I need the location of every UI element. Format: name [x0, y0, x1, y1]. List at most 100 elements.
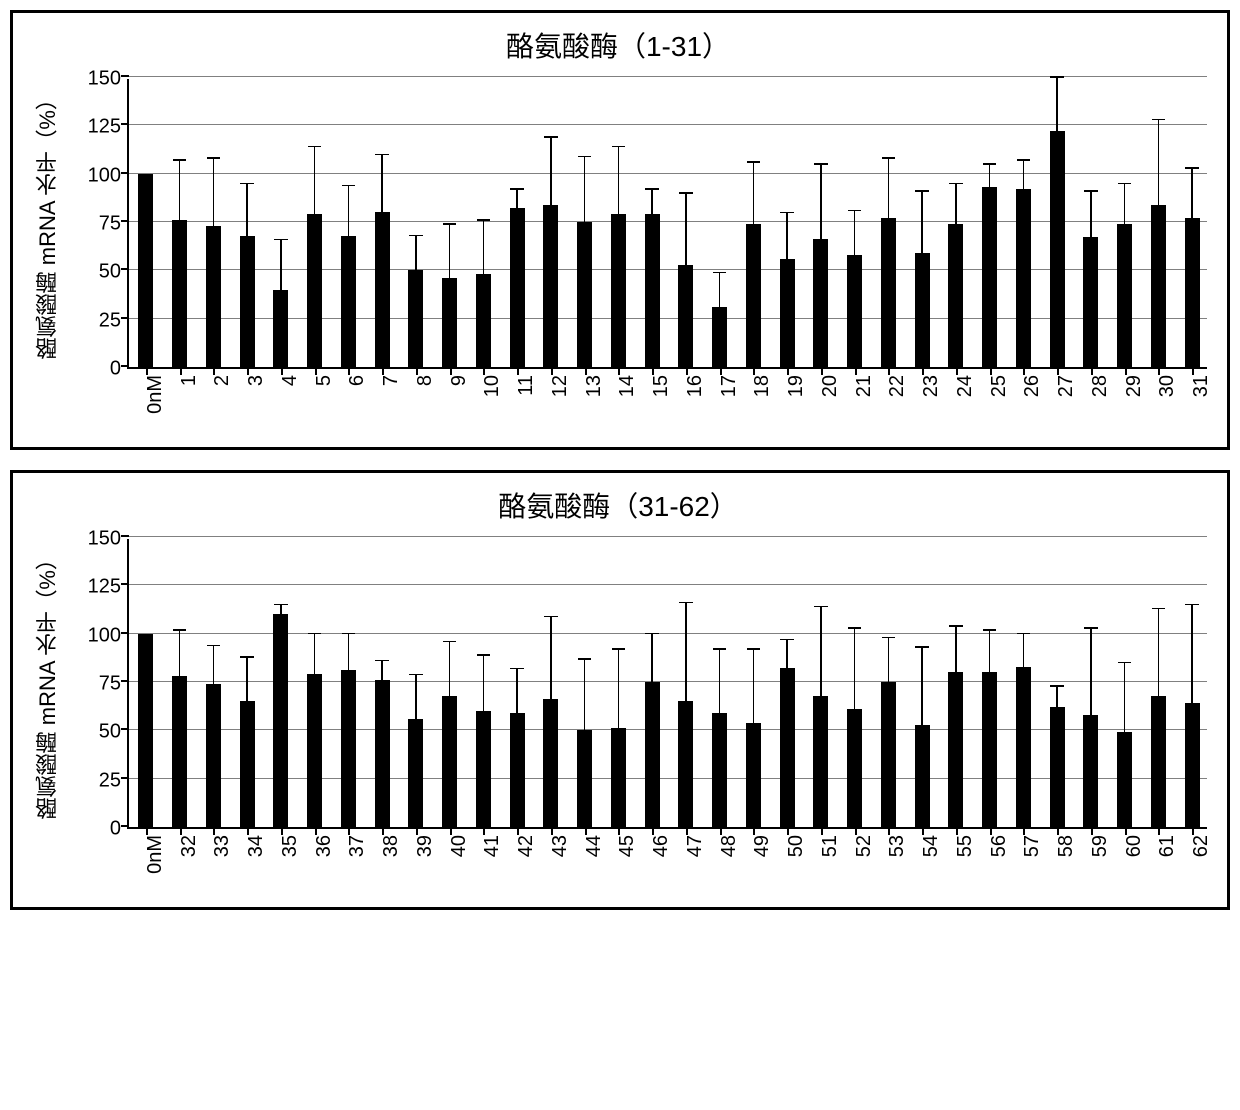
x-tick-label: 0nM: [144, 375, 167, 414]
bar: [678, 265, 693, 367]
y-tick-mark: [121, 680, 129, 682]
x-tick-label: 14: [616, 375, 639, 397]
bar: [577, 730, 592, 827]
error-bar-cap: [443, 223, 457, 225]
x-tick-label: 27: [1055, 375, 1078, 397]
error-bar-stem: [483, 220, 485, 274]
bar: [273, 290, 288, 367]
x-tick-label: 23: [920, 375, 943, 397]
y-tick-label: 50: [99, 261, 121, 284]
plot-column: 0nM1234567891011121314151617181920212223…: [127, 79, 1213, 439]
x-tick-label: 58: [1055, 835, 1078, 857]
error-bar-stem: [381, 661, 383, 680]
error-bar-cap: [240, 183, 254, 185]
chart-title: 酪氨酸酶（1-31）: [23, 25, 1213, 65]
x-tick-label: 1: [178, 375, 201, 386]
y-tick-label: 50: [99, 721, 121, 744]
x-tick-label: 6: [346, 375, 369, 386]
error-bar-stem: [550, 137, 552, 205]
error-bar-stem: [921, 191, 923, 253]
gridline: [129, 633, 1207, 634]
error-bar-cap: [342, 185, 356, 187]
gridline: [129, 221, 1207, 222]
error-bar-cap: [882, 157, 896, 159]
x-tick-label: 29: [1123, 375, 1146, 397]
bar: [172, 676, 187, 827]
error-bar-stem: [246, 183, 248, 235]
error-bar-cap: [949, 183, 963, 185]
bar: [1083, 715, 1098, 827]
error-bar-stem: [955, 626, 957, 672]
error-bar-stem: [516, 189, 518, 208]
x-tick-label: 4: [279, 375, 302, 386]
error-bar-cap: [1185, 604, 1199, 606]
error-bar-stem: [381, 154, 383, 212]
error-bar-stem: [449, 641, 451, 695]
y-axis-label-container: 酪氨酸酶 mRNA 水平（%）: [23, 79, 73, 369]
error-bar-cap: [342, 633, 356, 635]
x-tick-label: 12: [549, 375, 572, 397]
error-bar-stem: [786, 212, 788, 258]
error-bar-stem: [685, 193, 687, 265]
error-bar-cap: [274, 604, 288, 606]
x-tick-label: 39: [414, 835, 437, 857]
x-tick-label: 8: [414, 375, 437, 386]
gridline: [129, 778, 1207, 779]
error-bar-cap: [713, 648, 727, 650]
error-bar-cap: [1118, 662, 1132, 664]
x-tick-label: 3: [245, 375, 268, 386]
bar: [510, 208, 525, 367]
error-bar-stem: [651, 189, 653, 214]
x-tick-label: 13: [583, 375, 606, 397]
error-bar-cap: [848, 627, 862, 629]
x-axis-labels: 0nM3233343536373839404142434445464748495…: [127, 829, 1207, 899]
bar: [813, 696, 828, 827]
y-axis-label-container: 酪氨酸酶 mRNA 水平（%）: [23, 539, 73, 829]
bar: [1050, 707, 1065, 827]
bar: [645, 682, 660, 827]
error-bar-cap: [409, 235, 423, 237]
bar: [510, 713, 525, 827]
gridline: [129, 729, 1207, 730]
error-bar-stem: [651, 634, 653, 682]
error-bar-stem: [989, 164, 991, 187]
x-tick-label: 31: [1190, 375, 1213, 397]
error-bar-cap: [814, 163, 828, 165]
y-axis-ticks: 0255075100125150: [73, 539, 127, 829]
y-tick-label: 100: [88, 624, 121, 647]
bar: [948, 672, 963, 827]
plot-column: 0nM3233343536373839404142434445464748495…: [127, 539, 1213, 899]
error-bar-stem: [955, 183, 957, 224]
y-tick-mark: [121, 75, 129, 77]
x-tick-label: 56: [988, 835, 1011, 857]
error-bar-stem: [179, 160, 181, 220]
error-bar-stem: [1191, 605, 1193, 704]
error-bar-stem: [415, 236, 417, 271]
error-bar-cap: [375, 660, 389, 662]
x-tick-label: 54: [920, 835, 943, 857]
x-tick-label: 32: [178, 835, 201, 857]
bar: [780, 668, 795, 827]
y-tick-label: 25: [99, 769, 121, 792]
error-bar-stem: [753, 649, 755, 722]
bar: [375, 212, 390, 367]
chart-row: 酪氨酸酶 mRNA 水平（%）02550751001251500nM123456…: [23, 79, 1213, 439]
x-tick-label: 42: [515, 835, 538, 857]
error-bar-cap: [645, 633, 659, 635]
error-bar-cap: [544, 616, 558, 618]
bar: [442, 696, 457, 827]
error-bar-cap: [578, 658, 592, 660]
error-bar-stem: [854, 628, 856, 709]
error-bar-cap: [207, 645, 221, 647]
y-tick-mark: [121, 825, 129, 827]
bar: [476, 711, 491, 827]
x-tick-label: 47: [684, 835, 707, 857]
x-tick-label: 15: [650, 375, 673, 397]
bar: [341, 670, 356, 827]
error-bar-stem: [415, 674, 417, 718]
bar: [1151, 205, 1166, 367]
bar: [543, 205, 558, 367]
chart-panel: 酪氨酸酶（31-62）酪氨酸酶 mRNA 水平（%）02550751001251…: [10, 470, 1230, 910]
error-bar-stem: [888, 638, 890, 682]
chart-panel: 酪氨酸酶（1-31）酪氨酸酶 mRNA 水平（%）025507510012515…: [10, 10, 1230, 450]
